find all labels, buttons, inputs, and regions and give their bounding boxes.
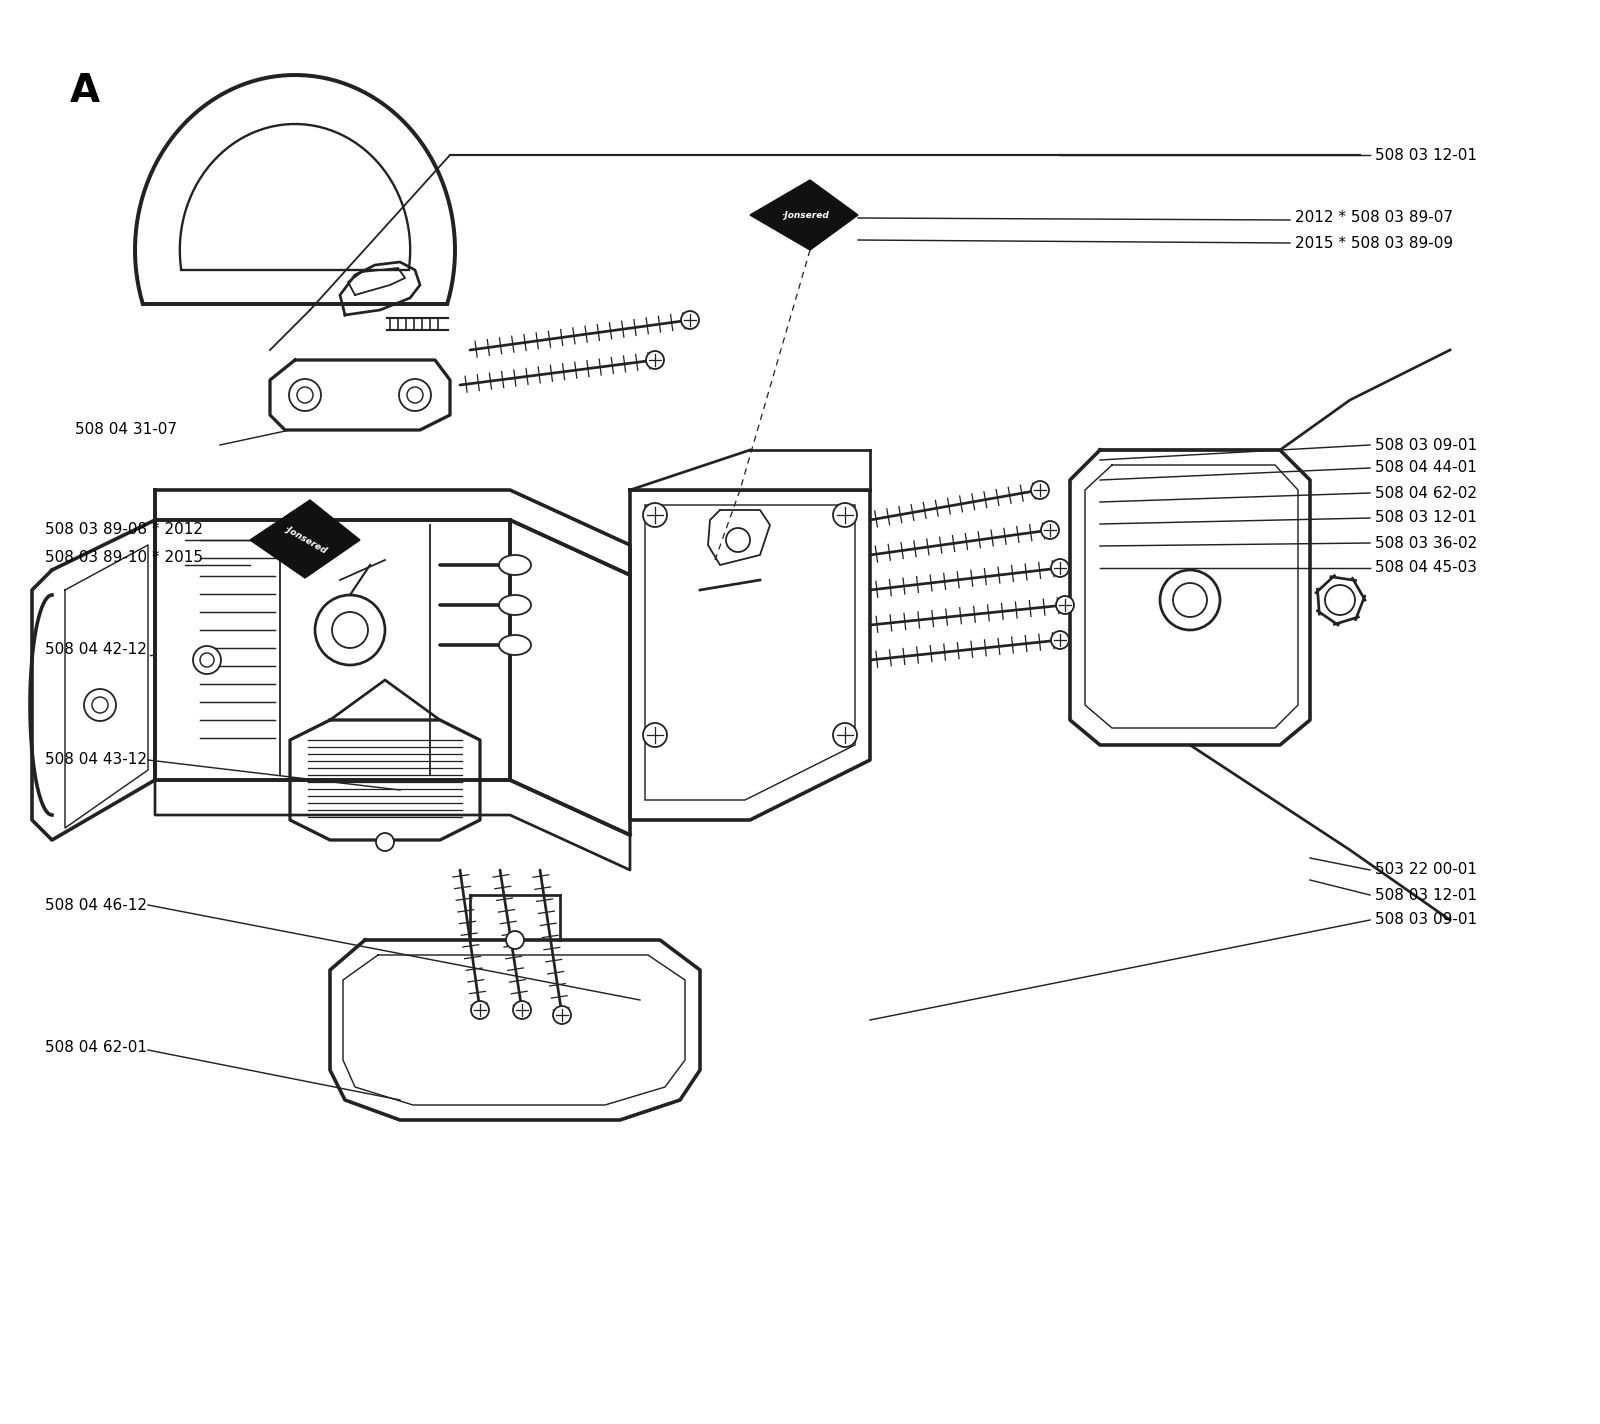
Text: 508 03 09-01: 508 03 09-01 (1374, 437, 1477, 453)
Circle shape (834, 503, 858, 527)
Text: 508 04 45-03: 508 04 45-03 (1374, 561, 1477, 575)
Circle shape (1042, 521, 1059, 540)
Circle shape (1051, 560, 1069, 577)
Text: 508 03 36-02: 508 03 36-02 (1374, 535, 1477, 551)
Circle shape (643, 503, 667, 527)
Ellipse shape (499, 595, 531, 615)
Circle shape (682, 310, 699, 329)
Text: 508 04 62-01: 508 04 62-01 (45, 1041, 147, 1055)
Text: ·Jonsered: ·Jonsered (282, 524, 328, 555)
Circle shape (398, 379, 430, 412)
Text: 2015 * 508 03 89-09: 2015 * 508 03 89-09 (1294, 235, 1453, 251)
Text: A: A (70, 73, 101, 110)
Text: 508 04 46-12: 508 04 46-12 (45, 897, 147, 913)
Polygon shape (750, 179, 858, 251)
Circle shape (194, 646, 221, 674)
Text: 508 04 44-01: 508 04 44-01 (1374, 460, 1477, 476)
Text: 508 03 89-08 * 2012: 508 03 89-08 * 2012 (45, 523, 203, 537)
Circle shape (1051, 631, 1069, 649)
Circle shape (1160, 570, 1221, 629)
Text: 508 03 12-01: 508 03 12-01 (1374, 148, 1477, 162)
Circle shape (1030, 481, 1050, 498)
Circle shape (470, 1001, 490, 1020)
Text: 508 04 42-12: 508 04 42-12 (45, 642, 147, 658)
Circle shape (506, 931, 525, 948)
Circle shape (1056, 597, 1074, 614)
Circle shape (376, 833, 394, 852)
Ellipse shape (499, 635, 531, 655)
Circle shape (646, 350, 664, 369)
Text: 508 03 09-01: 508 03 09-01 (1374, 913, 1477, 927)
Circle shape (83, 689, 115, 721)
Text: 508 04 31-07: 508 04 31-07 (75, 423, 178, 437)
Circle shape (643, 723, 667, 748)
Ellipse shape (499, 555, 531, 575)
Text: 2012 * 508 03 89-07: 2012 * 508 03 89-07 (1294, 211, 1453, 225)
Text: ·Jonsered: ·Jonsered (781, 211, 829, 219)
Text: 508 04 62-02: 508 04 62-02 (1374, 486, 1477, 500)
Text: 508 03 12-01: 508 03 12-01 (1374, 510, 1477, 525)
Text: 508 03 89-10 * 2015: 508 03 89-10 * 2015 (45, 551, 203, 565)
Text: 503 22 00-01: 503 22 00-01 (1374, 863, 1477, 877)
Circle shape (290, 379, 322, 412)
Text: 508 04 43-12: 508 04 43-12 (45, 752, 147, 768)
Circle shape (315, 595, 386, 665)
Text: 508 03 12-01: 508 03 12-01 (1374, 887, 1477, 903)
Polygon shape (250, 500, 360, 578)
Circle shape (834, 723, 858, 748)
Circle shape (1325, 585, 1355, 615)
Circle shape (514, 1001, 531, 1020)
Circle shape (554, 1005, 571, 1024)
